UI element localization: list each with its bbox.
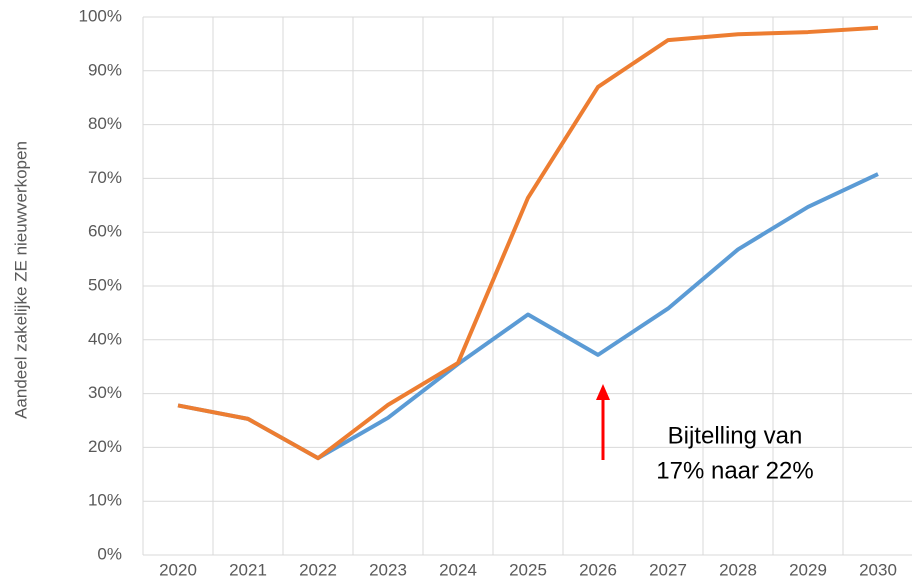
- x-tick-label: 2020: [159, 560, 197, 577]
- y-tick-label: 0%: [97, 544, 122, 563]
- x-tick-label: 2024: [439, 560, 477, 577]
- series-line: [177, 25, 879, 461]
- x-tick-label: 2027: [649, 560, 687, 577]
- x-tick-label: 2030: [859, 560, 897, 577]
- y-tick-label: 20%: [88, 437, 122, 456]
- x-tick-label: 2025: [509, 560, 547, 577]
- x-tick-label: 2028: [719, 560, 757, 577]
- x-tick-label: 2023: [369, 560, 407, 577]
- x-tick-label: 2021: [229, 560, 267, 577]
- y-tick-label: 100%: [79, 6, 122, 25]
- y-tick-label: 50%: [88, 275, 122, 294]
- y-tick-label: 70%: [88, 168, 122, 187]
- x-tick-label: 2026: [579, 560, 617, 577]
- y-tick-label: 60%: [88, 222, 122, 241]
- annotation-text: 17% naar 22%: [656, 457, 813, 484]
- annotation-text: Bijtelling van: [668, 422, 803, 449]
- y-tick-label: 80%: [88, 114, 122, 133]
- x-tick-label: 2022: [299, 560, 337, 577]
- y-tick-label: 90%: [88, 60, 122, 79]
- y-tick-label: 10%: [88, 491, 122, 510]
- annotation-arrowhead: [596, 384, 610, 400]
- y-axis-label: Aandeel zakelijke ZE nieuwverkopen: [11, 141, 30, 419]
- y-tick-label: 40%: [88, 329, 122, 348]
- y-tick-label: 30%: [88, 383, 122, 402]
- x-tick-label: 2029: [789, 560, 827, 577]
